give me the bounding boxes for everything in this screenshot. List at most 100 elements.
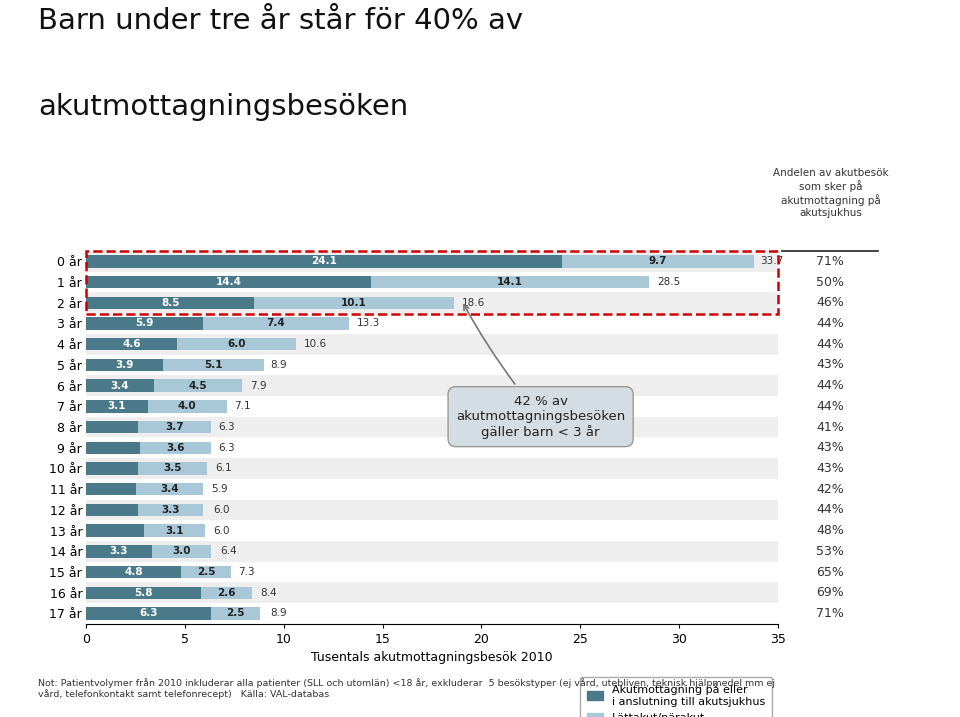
Text: 44%: 44% bbox=[817, 317, 844, 330]
Text: 24.1: 24.1 bbox=[311, 256, 337, 266]
Bar bbox=[86, 437, 778, 458]
Bar bbox=[163, 358, 264, 371]
Bar bbox=[86, 421, 137, 433]
Text: 6.4: 6.4 bbox=[221, 546, 237, 556]
Bar bbox=[371, 276, 649, 288]
Bar bbox=[86, 272, 778, 293]
Text: 3.4: 3.4 bbox=[110, 381, 130, 391]
Text: 4.5: 4.5 bbox=[189, 381, 207, 391]
Text: Andelen av akutbesök
som sker på
akutmottagning på
akutsjukhus: Andelen av akutbesök som sker på akutmot… bbox=[773, 168, 888, 218]
Text: 14.1: 14.1 bbox=[497, 277, 523, 287]
Text: 10.6: 10.6 bbox=[303, 339, 326, 349]
Bar bbox=[86, 582, 778, 603]
Bar bbox=[86, 500, 778, 521]
Bar bbox=[86, 417, 778, 437]
Text: 5.9: 5.9 bbox=[135, 318, 154, 328]
Bar bbox=[137, 503, 203, 516]
Bar bbox=[86, 379, 154, 391]
Bar bbox=[86, 458, 778, 479]
Text: 6.0: 6.0 bbox=[213, 505, 229, 515]
Text: 3.6: 3.6 bbox=[166, 442, 184, 452]
Text: 3.4: 3.4 bbox=[160, 484, 179, 494]
Text: 6.3: 6.3 bbox=[139, 609, 157, 619]
Text: 7.4: 7.4 bbox=[267, 318, 285, 328]
Text: 6.0: 6.0 bbox=[228, 339, 246, 349]
Text: 14.4: 14.4 bbox=[216, 277, 242, 287]
Text: akutmottagningsbesöken: akutmottagningsbesöken bbox=[38, 93, 409, 121]
Bar bbox=[86, 375, 778, 396]
Bar bbox=[154, 379, 243, 391]
Text: 44%: 44% bbox=[817, 503, 844, 516]
Text: 44%: 44% bbox=[817, 379, 844, 392]
Text: 18.6: 18.6 bbox=[462, 298, 485, 308]
Text: 9.7: 9.7 bbox=[649, 256, 667, 266]
Text: 50%: 50% bbox=[816, 275, 845, 288]
Text: 43%: 43% bbox=[817, 462, 844, 475]
Text: 8.9: 8.9 bbox=[270, 360, 287, 370]
Bar bbox=[86, 524, 144, 537]
Bar bbox=[86, 255, 563, 267]
Text: 7.3: 7.3 bbox=[238, 567, 255, 577]
Text: 7.9: 7.9 bbox=[251, 381, 267, 391]
Text: 6.0: 6.0 bbox=[213, 526, 229, 536]
Text: 43%: 43% bbox=[817, 358, 844, 371]
Bar bbox=[86, 521, 778, 541]
Text: 65%: 65% bbox=[816, 566, 845, 579]
Text: 3.9: 3.9 bbox=[116, 360, 134, 370]
Bar bbox=[201, 587, 252, 599]
Bar bbox=[86, 354, 778, 375]
Bar bbox=[86, 400, 148, 412]
Bar bbox=[563, 255, 754, 267]
Bar bbox=[86, 313, 778, 334]
Bar bbox=[86, 603, 778, 624]
Text: 53%: 53% bbox=[816, 545, 845, 558]
Bar bbox=[86, 541, 778, 561]
Text: 4.0: 4.0 bbox=[178, 402, 197, 412]
Bar bbox=[86, 358, 163, 371]
Bar bbox=[86, 317, 203, 330]
Bar bbox=[86, 251, 778, 272]
Text: 33.7: 33.7 bbox=[759, 256, 783, 266]
Bar bbox=[86, 561, 778, 582]
Text: Not: Patientvolymer från 2010 inkluderar alla patienter (SLL och utomlän) <18 år: Not: Patientvolymer från 2010 inkluderar… bbox=[38, 678, 776, 699]
Bar bbox=[86, 338, 178, 351]
Text: 71%: 71% bbox=[816, 607, 845, 620]
Bar bbox=[144, 524, 204, 537]
Text: 69%: 69% bbox=[817, 587, 844, 599]
Text: 42%: 42% bbox=[817, 483, 844, 495]
Text: 5.8: 5.8 bbox=[134, 588, 153, 598]
Bar bbox=[152, 545, 211, 558]
Bar bbox=[86, 334, 778, 354]
Bar bbox=[211, 607, 260, 619]
Bar bbox=[86, 607, 211, 619]
Bar bbox=[148, 400, 227, 412]
Bar bbox=[86, 396, 778, 417]
Bar bbox=[140, 442, 211, 454]
Bar bbox=[254, 297, 454, 309]
Bar bbox=[86, 545, 152, 558]
Text: 44%: 44% bbox=[817, 338, 844, 351]
Text: 44%: 44% bbox=[817, 400, 844, 413]
Text: 5.9: 5.9 bbox=[211, 484, 228, 494]
Text: 3.5: 3.5 bbox=[163, 463, 181, 473]
Bar bbox=[86, 297, 254, 309]
Text: 3.0: 3.0 bbox=[172, 546, 190, 556]
Bar bbox=[135, 483, 203, 495]
Text: 3.3: 3.3 bbox=[109, 546, 129, 556]
Bar bbox=[86, 293, 778, 313]
Text: 7.1: 7.1 bbox=[234, 402, 252, 412]
Bar bbox=[86, 587, 201, 599]
Text: 71%: 71% bbox=[816, 255, 845, 268]
Text: 3.3: 3.3 bbox=[161, 505, 180, 515]
Text: 8.5: 8.5 bbox=[161, 298, 180, 308]
Text: 46%: 46% bbox=[817, 296, 844, 309]
Text: 5.1: 5.1 bbox=[204, 360, 223, 370]
Bar bbox=[86, 442, 140, 454]
Bar bbox=[178, 338, 296, 351]
X-axis label: Tusentals akutmottagningsbesök 2010: Tusentals akutmottagningsbesök 2010 bbox=[311, 651, 553, 665]
Legend: Akutmottagning på eller
i anslutning till akutsjukhus, Lättakut/närakut: Akutmottagning på eller i anslutning til… bbox=[580, 677, 772, 717]
Text: 4.6: 4.6 bbox=[123, 339, 141, 349]
Bar bbox=[181, 566, 230, 578]
Text: 4.8: 4.8 bbox=[125, 567, 143, 577]
Text: 8.9: 8.9 bbox=[270, 609, 287, 619]
